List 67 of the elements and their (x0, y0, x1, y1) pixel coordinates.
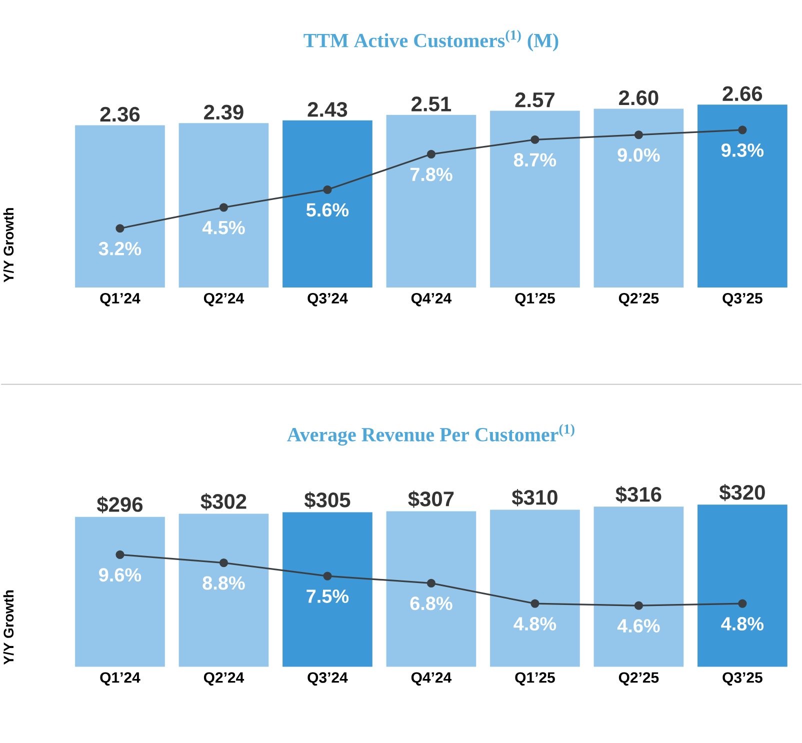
point (426, 150, 436, 159)
point (116, 550, 124, 560)
data-label: $302 (200, 493, 246, 510)
bar (178, 123, 269, 288)
x-tick-label: Q3’24 (308, 672, 348, 686)
point (323, 572, 332, 581)
bar (386, 115, 476, 288)
point (426, 579, 436, 588)
data-label: 9.3% (721, 144, 764, 158)
point (634, 602, 643, 610)
point (323, 186, 332, 194)
bar (594, 108, 684, 288)
data-label: $316 (616, 486, 662, 504)
bar (490, 111, 580, 288)
data-label: 3.2% (98, 242, 142, 256)
point (634, 130, 643, 140)
point (219, 203, 228, 212)
x-tick-label: Q2’24 (204, 672, 244, 686)
y-axis-title: Y/Y Growth (3, 590, 14, 665)
bar (75, 125, 165, 288)
x-tick-label: Q3’25 (722, 672, 762, 686)
bar (282, 120, 372, 288)
data-label: 4.6% (617, 619, 660, 633)
data-label: 2.36 (100, 107, 140, 122)
data-label: $305 (304, 492, 350, 509)
data-label: 2.66 (722, 86, 762, 102)
point (219, 558, 228, 568)
x-tick-label: Q3’25 (722, 293, 762, 307)
x-tick-label: Q1’24 (100, 672, 140, 686)
x-tick-label: Q2’25 (618, 672, 659, 686)
point (530, 136, 540, 144)
x-tick-label: Q2’25 (618, 293, 659, 307)
x-tick-label: Q3’24 (308, 293, 348, 307)
data-label: 7.8% (410, 168, 452, 182)
data-label: $310 (512, 489, 558, 506)
data-label: 4.8% (721, 617, 764, 631)
data-label: $296 (96, 496, 143, 514)
data-label: 4.8% (514, 617, 556, 631)
point (738, 599, 747, 608)
point (738, 126, 747, 134)
data-label: 2.57 (515, 92, 554, 108)
data-label: 2.51 (412, 96, 452, 112)
x-tick-label: Q1’25 (515, 672, 555, 686)
chart-title: TTM Active Customers$^{(1)}$ (M) (304, 30, 558, 52)
data-label: 7.5% (306, 590, 349, 604)
point (116, 224, 124, 233)
chart-title: Average Revenue Per Customer$^{(1)}$ (287, 424, 574, 446)
data-label: 2.39 (204, 104, 244, 120)
data-label: $320 (719, 484, 765, 502)
x-tick-label: Q1’24 (100, 293, 140, 307)
x-tick-label: Q1’25 (515, 293, 555, 307)
bar (698, 104, 788, 288)
data-label: 8.7% (514, 153, 556, 167)
x-tick-label: Q4’24 (411, 293, 452, 307)
data-label: 9.0% (618, 148, 660, 162)
data-label: 5.6% (306, 203, 349, 217)
data-label: 2.60 (619, 90, 658, 106)
point (530, 599, 540, 608)
data-label: $307 (408, 490, 454, 508)
data-label: 9.6% (99, 568, 142, 582)
y-axis-title: Y/Y Growth (3, 208, 14, 283)
data-label: 6.8% (410, 596, 452, 610)
x-tick-label: Q2’24 (204, 293, 244, 307)
x-tick-label: Q4’24 (411, 672, 452, 686)
data-label: 4.5% (202, 221, 245, 235)
data-label: 8.8% (202, 576, 245, 590)
data-label: 2.43 (308, 102, 348, 118)
